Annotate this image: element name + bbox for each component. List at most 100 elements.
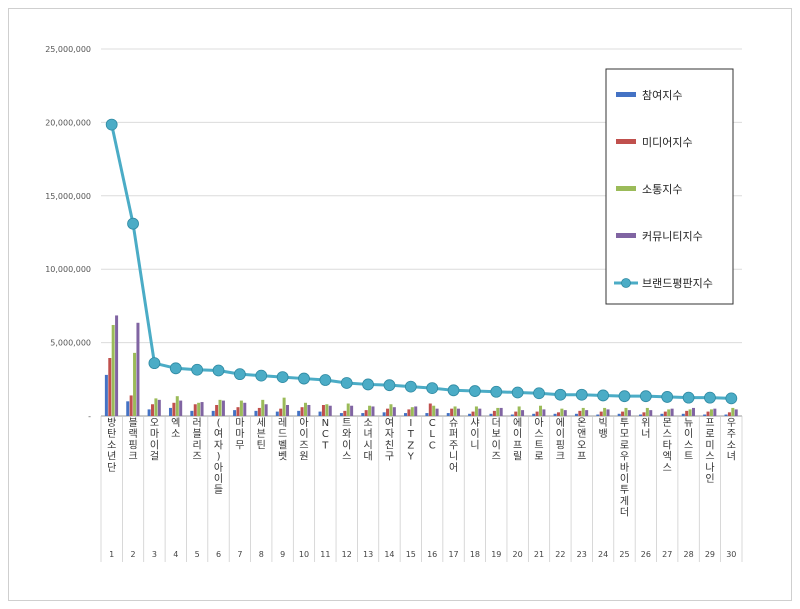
bar-미디어지수 [642, 412, 646, 416]
legend-label: 브랜드평판지수 [642, 277, 713, 290]
bar-미디어지수 [193, 404, 197, 416]
bar-커뮤니티지수 [606, 409, 610, 416]
bar-참여지수 [404, 413, 408, 416]
bar-참여지수 [489, 413, 493, 416]
brand-line-point [404, 380, 417, 393]
bar-소통지수 [175, 396, 179, 416]
bar-참여지수 [361, 413, 365, 416]
x-rank-label: 19 [491, 550, 501, 559]
brand-line-point [554, 388, 567, 401]
bar-커뮤니티지수 [456, 408, 460, 416]
bar-참여지수 [211, 410, 215, 416]
bar-미디어지수 [215, 404, 219, 416]
bar-미디어지수 [621, 411, 625, 416]
bar-미디어지수 [300, 407, 304, 416]
x-rank-label: 4 [173, 550, 178, 559]
bar-커뮤니티지수 [521, 410, 525, 416]
x-rank-label: 28 [683, 550, 693, 559]
bar-참여지수 [574, 413, 578, 416]
bar-커뮤니티지수 [734, 409, 738, 416]
bar-참여지수 [297, 410, 301, 416]
y-tick-label: 15,000,000 [45, 192, 91, 201]
legend-label: 커뮤니티지수 [642, 230, 703, 243]
bar-미디어지수 [172, 402, 176, 416]
y-tick-label: 25,000,000 [45, 45, 91, 54]
bar-미디어지수 [343, 410, 347, 416]
bar-미디어지수 [386, 408, 390, 416]
bar-커뮤니티지수 [713, 408, 717, 416]
brand-line [105, 118, 738, 405]
bar-커뮤니티지수 [157, 399, 161, 416]
bar-소통지수 [111, 324, 115, 416]
y-tick-label: - [88, 412, 91, 421]
bar-미디어지수 [236, 407, 240, 416]
bar-커뮤니티지수 [115, 315, 119, 416]
y-tick-label: 5,000,000 [50, 339, 91, 348]
bar-커뮤니티지수 [307, 404, 311, 416]
bar-참여지수 [104, 374, 108, 416]
x-rank-label: 14 [384, 550, 394, 559]
bar-커뮤니티지수 [200, 402, 204, 416]
bar-소통지수 [239, 400, 243, 416]
chart-frame: 25,000,000 20,000,000 15,000,000 10,000,000… [8, 8, 792, 601]
x-rank-label: 7 [237, 550, 242, 559]
brand-line-point [597, 389, 610, 402]
bar-참여지수 [233, 410, 237, 416]
brand-line-point [255, 369, 268, 382]
bar-커뮤니티지수 [563, 410, 567, 416]
bar-소통지수 [197, 402, 201, 416]
legend-label: 참여지수 [642, 89, 682, 102]
bar-미디어지수 [514, 411, 518, 416]
bar-소통지수 [325, 404, 329, 416]
bar-미디어지수 [364, 410, 368, 416]
bar-참여지수 [126, 401, 130, 416]
bar-미디어지수 [407, 409, 411, 416]
bar-참여지수 [254, 410, 258, 416]
bar-미디어지수 [727, 412, 731, 416]
bar-소통지수 [389, 404, 393, 416]
bar-미디어지수 [129, 395, 133, 416]
x-rank-label: 27 [662, 550, 672, 559]
bar-커뮤니티지수 [371, 406, 375, 416]
bar-참여지수 [168, 407, 172, 416]
brand-line-point [682, 391, 695, 404]
x-category-label: (여 자) 아 이 들 [214, 418, 223, 496]
x-rank-label: 17 [448, 550, 458, 559]
bar-참여지수 [318, 411, 322, 416]
bar-소통지수 [624, 407, 628, 416]
brand-line-point [426, 382, 439, 395]
bar-미디어지수 [450, 408, 454, 416]
brand-line-point [575, 388, 588, 401]
x-rank-label: 21 [534, 550, 544, 559]
x-rank-label: 3 [152, 550, 157, 559]
bar-미디어지수 [663, 411, 667, 416]
bar-커뮤니티지수 [136, 322, 140, 416]
bar-참여지수 [596, 414, 600, 416]
x-rank-label: 2 [131, 550, 136, 559]
y-axis: 25,000,000 20,000,000 15,000,000 10,000,000… [45, 45, 91, 421]
x-rank-label: 10 [299, 550, 309, 559]
bar-참여지수 [446, 413, 450, 416]
bar-미디어지수 [257, 407, 261, 416]
brand-line-point [383, 379, 396, 392]
brand-line-point [233, 368, 246, 381]
brand-line-point [191, 363, 204, 376]
bar-소통지수 [453, 406, 457, 416]
bar-참여지수 [681, 413, 685, 416]
bar-참여지수 [617, 413, 621, 416]
bar-소통지수 [731, 407, 735, 416]
x-rank-label: 18 [470, 550, 480, 559]
bar-커뮤니티지수 [179, 400, 183, 416]
bar-커뮤니티지수 [627, 410, 631, 416]
